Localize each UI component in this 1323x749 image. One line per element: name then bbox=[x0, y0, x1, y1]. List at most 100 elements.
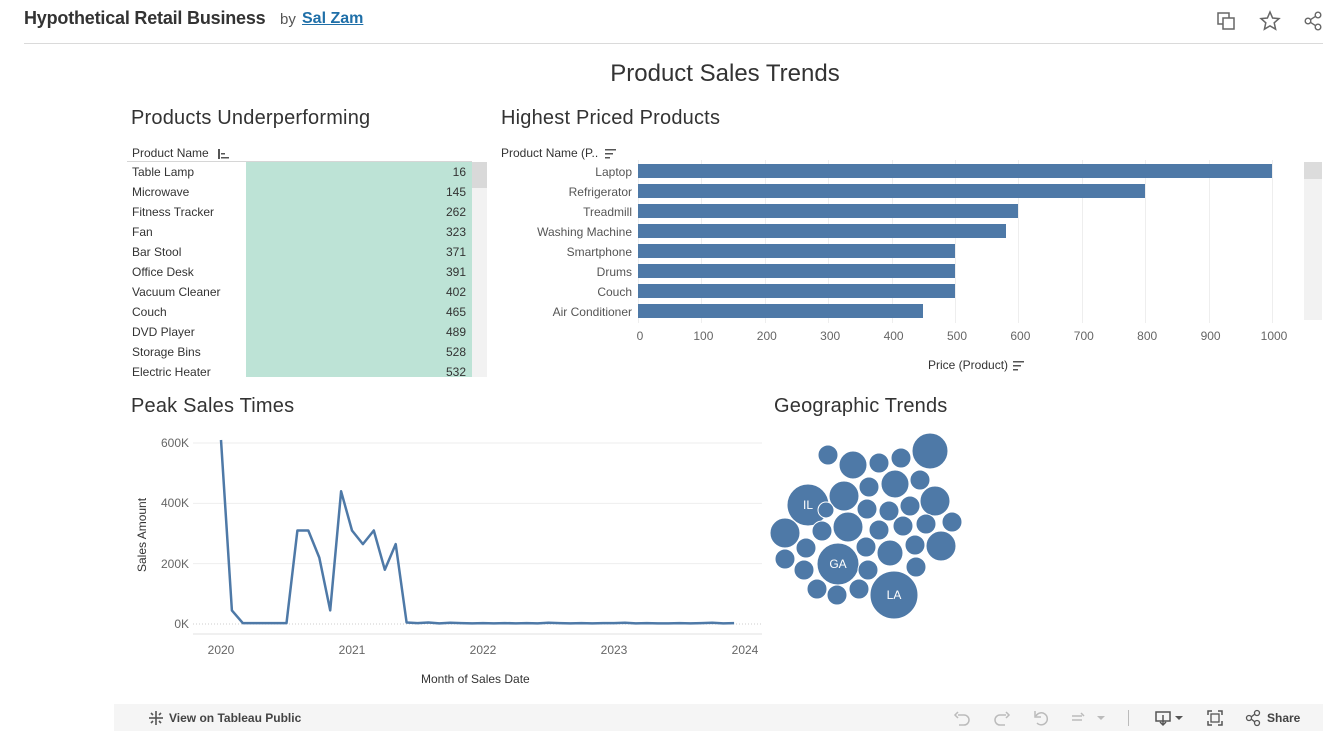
refresh-icon[interactable] bbox=[1069, 709, 1087, 727]
underperforming-column-header[interactable]: Product Name bbox=[132, 146, 230, 160]
state-bubble[interactable] bbox=[925, 530, 957, 562]
state-bubble[interactable] bbox=[848, 578, 870, 600]
sales-amount-line[interactable] bbox=[219, 439, 735, 625]
revert-icon[interactable] bbox=[1032, 709, 1050, 727]
state-bubble[interactable] bbox=[899, 495, 921, 517]
share-network-icon[interactable] bbox=[1302, 10, 1323, 32]
table-row[interactable]: DVD Player 489 bbox=[127, 322, 472, 342]
bar-category-label[interactable]: Couch bbox=[597, 285, 632, 299]
price-bar[interactable] bbox=[638, 244, 955, 258]
state-bubble[interactable] bbox=[817, 501, 835, 519]
price-bar[interactable] bbox=[638, 164, 1272, 178]
share-icon[interactable] bbox=[1244, 709, 1262, 727]
state-bubble[interactable] bbox=[911, 432, 949, 470]
bar-category-label[interactable]: Drums bbox=[596, 265, 632, 279]
geographic-bubble-chart[interactable]: IL GA LA bbox=[760, 425, 980, 625]
star-icon[interactable] bbox=[1259, 10, 1281, 32]
state-bubble[interactable] bbox=[856, 498, 878, 520]
state-bubble[interactable] bbox=[892, 515, 914, 537]
state-bubble[interactable] bbox=[826, 584, 848, 606]
sort-ascending-icon[interactable] bbox=[218, 148, 230, 159]
state-bubble[interactable] bbox=[868, 519, 890, 541]
undo-icon[interactable] bbox=[953, 709, 971, 727]
underperforming-table[interactable]: Table Lamp 16 Microwave 145 Fitness Tracker 2… bbox=[127, 162, 472, 377]
price-bar[interactable] bbox=[638, 224, 1006, 238]
bar-category-label[interactable]: Treadmill bbox=[583, 205, 632, 219]
download-dropdown-icon[interactable] bbox=[1174, 709, 1184, 727]
copy-icon[interactable] bbox=[1215, 10, 1237, 32]
state-bubble[interactable] bbox=[811, 520, 833, 542]
table-row[interactable]: Table Lamp 16 bbox=[127, 162, 472, 182]
table-row[interactable]: Vacuum Cleaner 402 bbox=[127, 282, 472, 302]
state-bubble[interactable] bbox=[880, 469, 910, 499]
sales-value-cell[interactable]: 528 bbox=[246, 342, 472, 362]
view-on-tableau-link[interactable]: View on Tableau Public bbox=[169, 711, 302, 725]
sales-value-cell[interactable]: 402 bbox=[246, 282, 472, 302]
sales-value-cell[interactable]: 489 bbox=[246, 322, 472, 342]
table-row[interactable]: Microwave 145 bbox=[127, 182, 472, 202]
price-bar[interactable] bbox=[638, 264, 955, 278]
sales-value-cell[interactable]: 391 bbox=[246, 262, 472, 282]
bar-category-label[interactable]: Smartphone bbox=[566, 245, 632, 259]
redo-icon[interactable] bbox=[993, 709, 1011, 727]
author-link[interactable]: Sal Zam bbox=[302, 10, 364, 27]
sales-value-cell[interactable]: 465 bbox=[246, 302, 472, 322]
state-bubble[interactable] bbox=[793, 559, 815, 581]
state-bubble[interactable] bbox=[941, 511, 963, 533]
table-row[interactable]: Storage Bins 528 bbox=[127, 342, 472, 362]
scrollbar-thumb[interactable] bbox=[472, 162, 487, 188]
state-bubble[interactable] bbox=[838, 450, 868, 480]
sales-value-cell[interactable]: 323 bbox=[246, 222, 472, 242]
sales-value-cell[interactable]: 16 bbox=[246, 162, 472, 182]
table-row[interactable]: Fitness Tracker 262 bbox=[127, 202, 472, 222]
state-bubble[interactable] bbox=[795, 537, 817, 559]
bar-category-label[interactable]: Air Conditioner bbox=[552, 305, 632, 319]
bar-category-label[interactable]: Laptop bbox=[595, 165, 632, 179]
table-row[interactable]: Office Desk 391 bbox=[127, 262, 472, 282]
download-icon[interactable] bbox=[1154, 709, 1172, 727]
price-bar[interactable] bbox=[638, 304, 924, 318]
bar-category-label[interactable]: Washing Machine bbox=[537, 225, 632, 239]
sort-descending-icon[interactable] bbox=[1013, 360, 1025, 371]
sales-value-cell[interactable]: 145 bbox=[246, 182, 472, 202]
state-bubble[interactable] bbox=[828, 480, 860, 512]
tableau-logo-icon[interactable] bbox=[147, 709, 165, 727]
state-bubble[interactable] bbox=[817, 444, 839, 466]
price-bar[interactable] bbox=[638, 284, 955, 298]
state-bubble[interactable] bbox=[855, 536, 877, 558]
price-bar[interactable] bbox=[638, 204, 1019, 218]
bar-chart-scrollbar[interactable] bbox=[1304, 162, 1322, 320]
state-bubble[interactable] bbox=[909, 469, 931, 491]
state-bubble[interactable] bbox=[904, 534, 926, 556]
fullscreen-icon[interactable] bbox=[1206, 709, 1224, 727]
state-bubble[interactable] bbox=[857, 559, 879, 581]
share-button[interactable]: Share bbox=[1267, 711, 1301, 725]
state-bubble[interactable] bbox=[919, 485, 951, 517]
state-bubble[interactable] bbox=[858, 476, 880, 498]
price-bar[interactable] bbox=[638, 184, 1146, 198]
table-row[interactable]: Electric Heater 532 bbox=[127, 362, 472, 377]
state-bubble[interactable] bbox=[774, 548, 796, 570]
table-row[interactable]: Bar Stool 371 bbox=[127, 242, 472, 262]
state-bubble[interactable] bbox=[832, 511, 864, 543]
state-bubble[interactable] bbox=[890, 447, 912, 469]
state-bubble[interactable] bbox=[915, 513, 937, 535]
state-bubble[interactable] bbox=[869, 570, 919, 620]
table-row[interactable]: Couch 465 bbox=[127, 302, 472, 322]
state-bubble[interactable] bbox=[905, 556, 927, 578]
table-row[interactable]: Fan 323 bbox=[127, 222, 472, 242]
state-bubble[interactable] bbox=[878, 500, 900, 522]
sort-descending-icon[interactable] bbox=[604, 148, 617, 159]
table-scrollbar[interactable] bbox=[472, 162, 487, 377]
sales-value-cell[interactable]: 532 bbox=[246, 362, 472, 377]
scrollbar-thumb[interactable] bbox=[1304, 162, 1322, 179]
bar-category-label[interactable]: Refrigerator bbox=[568, 185, 632, 199]
sales-value-cell[interactable]: 371 bbox=[246, 242, 472, 262]
state-bubble[interactable] bbox=[769, 517, 801, 549]
state-bubble[interactable] bbox=[806, 578, 828, 600]
refresh-dropdown-icon[interactable] bbox=[1096, 709, 1106, 727]
sales-value-cell[interactable]: 262 bbox=[246, 202, 472, 222]
state-bubble[interactable] bbox=[876, 539, 904, 567]
state-bubble[interactable] bbox=[868, 452, 890, 474]
bar-column-header[interactable]: Product Name (P.. bbox=[501, 146, 617, 160]
